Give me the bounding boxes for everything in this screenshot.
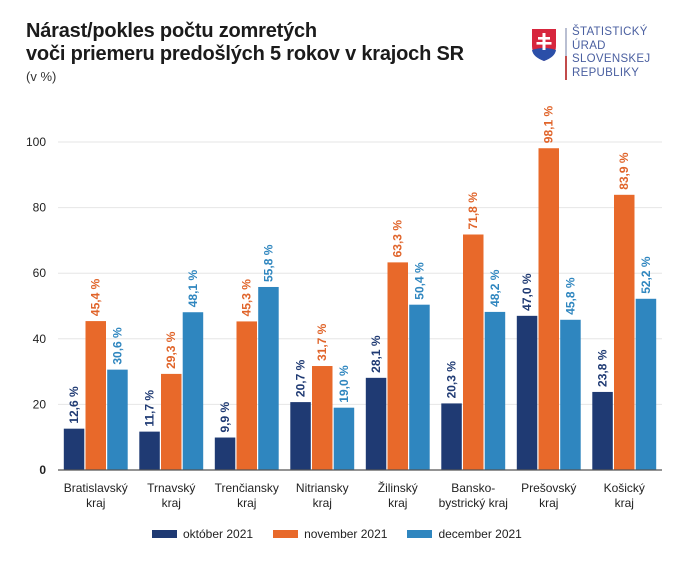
- data-label: 9,9 %: [218, 402, 232, 433]
- data-label: 45,4 %: [89, 278, 103, 316]
- y-tick-label: 0: [39, 463, 46, 477]
- data-label: 19,0 %: [337, 365, 351, 403]
- x-category-label: kraj: [388, 496, 407, 510]
- legend-swatch: [273, 530, 299, 538]
- bar: [441, 403, 462, 470]
- x-category-label: bystrický kraj: [439, 496, 508, 510]
- data-label: 12,6 %: [67, 386, 81, 424]
- x-category-label: kraj: [615, 496, 634, 510]
- data-label: 71,8 %: [466, 192, 480, 230]
- bar: [387, 262, 408, 470]
- chart-legend: október 2021 november 2021 december 2021: [152, 527, 522, 541]
- legend-swatch: [152, 530, 177, 538]
- legend-label: december 2021: [438, 527, 522, 541]
- bar: [182, 312, 204, 470]
- bar: [516, 315, 538, 470]
- logo-text: ŠTATISTICKÝ ÚRAD SLOVENSKEJ REPUBLIKY: [572, 26, 650, 80]
- data-label: 45,8 %: [563, 277, 577, 315]
- x-category-label: Bansko-: [451, 481, 495, 495]
- x-category-label: kraj: [162, 496, 181, 510]
- x-category-label: Trnavský: [147, 481, 195, 495]
- legend-label: november 2021: [304, 527, 388, 541]
- bar: [312, 366, 333, 470]
- y-tick-label: 60: [33, 266, 47, 280]
- x-category-label: Nitriansky: [296, 481, 349, 495]
- data-label: 83,9 %: [617, 152, 631, 190]
- bar: [290, 402, 311, 470]
- bar: [409, 304, 430, 470]
- bar: [635, 298, 657, 470]
- chart-title-line1: Nárast/pokles počtu zomretých: [26, 20, 317, 42]
- x-category-label: Bratislavský: [64, 481, 128, 495]
- susr-logo: ŠTATISTICKÝ ÚRAD SLOVENSKEJ REPUBLIKY: [531, 26, 671, 86]
- bar: [484, 311, 506, 470]
- data-label: 48,1 %: [186, 270, 200, 308]
- bar: [614, 194, 635, 471]
- data-label: 48,2 %: [488, 269, 502, 307]
- logo-line: SLOVENSKEJ: [572, 53, 651, 65]
- bar: [214, 437, 236, 470]
- legend-label: október 2021: [183, 527, 254, 541]
- bar: [365, 377, 387, 470]
- data-label: 47,0 %: [520, 273, 534, 311]
- x-category-label: kraj: [313, 496, 332, 510]
- x-category-label: kraj: [237, 496, 256, 510]
- y-tick-label: 100: [26, 135, 46, 149]
- y-tick-label: 40: [33, 332, 47, 346]
- legend-item-december: december 2021: [407, 527, 522, 541]
- bar: [85, 321, 106, 470]
- x-category-label: Košický: [604, 481, 645, 495]
- data-label: 52,2 %: [639, 256, 653, 294]
- bar: [333, 407, 355, 470]
- bar: [63, 428, 85, 470]
- data-label: 11,7 %: [143, 390, 157, 427]
- data-label: 31,7 %: [315, 323, 329, 361]
- bar: [236, 321, 257, 470]
- logo-line: ŠTATISTICKÝ: [572, 26, 648, 38]
- chart-title-line2: voči priemeru predošlých 5 rokov v krajo…: [26, 43, 464, 65]
- x-category-label: kraj: [86, 496, 105, 510]
- data-label: 55,8 %: [261, 244, 275, 282]
- bar: [258, 286, 279, 470]
- x-category-label: kraj: [539, 496, 558, 510]
- legend-swatch: [407, 530, 433, 538]
- bar: [139, 431, 160, 470]
- data-label: 29,3 %: [164, 331, 178, 369]
- x-category-label: Trenčiansky: [215, 481, 279, 495]
- data-label: 20,7 %: [294, 359, 308, 397]
- bar: [538, 148, 559, 470]
- legend-item-november: november 2021: [273, 527, 387, 541]
- logo-line: REPUBLIKY: [572, 66, 640, 79]
- logo-divider-accent: [565, 56, 567, 80]
- bar: [107, 369, 128, 470]
- data-label: 50,4 %: [412, 262, 426, 300]
- x-category-label: Prešovský: [521, 481, 576, 495]
- bar: [592, 391, 613, 470]
- data-label: 63,3 %: [391, 220, 405, 258]
- slovak-coat-of-arms-icon: [532, 29, 556, 61]
- legend-item-october: október 2021: [152, 527, 253, 541]
- data-label: 45,3 %: [240, 279, 254, 317]
- data-label: 30,6 %: [110, 327, 124, 365]
- bar: [161, 373, 182, 470]
- chart-title: Nárast/pokles počtu zomretých voči priem…: [26, 20, 464, 66]
- y-tick-label: 80: [33, 201, 47, 215]
- logo-divider: [565, 28, 567, 80]
- x-category-label: Žilinský: [378, 480, 418, 495]
- data-label: 23,8 %: [596, 349, 610, 387]
- data-label: 28,1 %: [369, 335, 383, 373]
- y-tick-label: 20: [33, 397, 47, 411]
- bar: [560, 319, 581, 470]
- logo-line: ÚRAD: [572, 39, 606, 52]
- chart-unit: (v %): [26, 69, 57, 84]
- data-label: 20,3 %: [445, 361, 459, 399]
- data-label: 98,1 %: [542, 106, 556, 144]
- bar: [463, 234, 484, 470]
